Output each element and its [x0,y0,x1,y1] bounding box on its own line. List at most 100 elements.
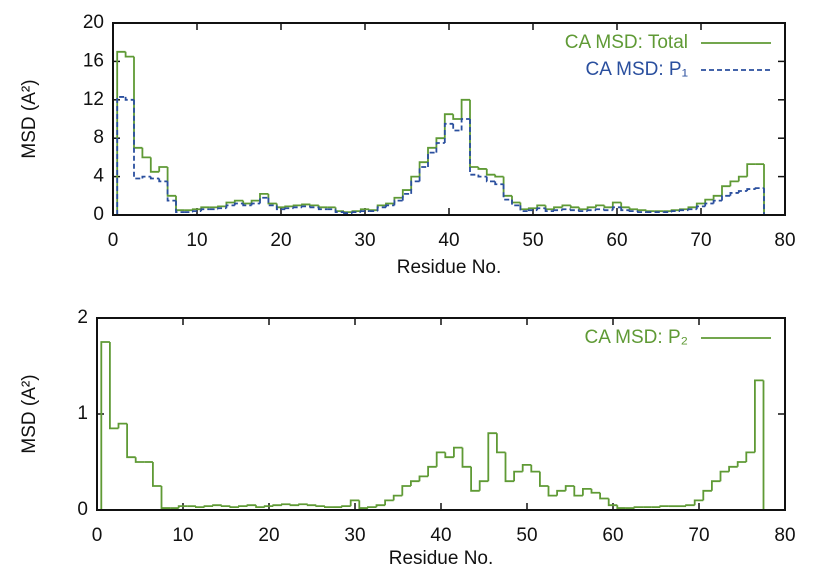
step [745,451,755,462]
step [301,203,311,206]
legend-label: CA MSD: Total [565,32,688,53]
step [427,151,437,167]
step [351,211,361,214]
step [460,118,470,131]
step [521,463,532,472]
plot-frame [96,317,786,511]
step [637,211,647,214]
step [289,504,300,507]
x-tick-label: 70 [688,525,709,546]
step [519,205,529,213]
step [166,181,176,202]
step [317,205,328,209]
x-tick-label: 50 [516,525,537,546]
step [599,492,609,500]
step [553,209,563,212]
y-tick-label: 12 [83,89,104,110]
x-tick-label: 0 [92,525,103,546]
step [200,208,210,212]
step [435,451,446,467]
step [317,207,328,211]
step [494,181,504,186]
step [645,210,655,213]
step [427,465,437,477]
step [160,486,171,509]
step [460,98,470,119]
y-axis-label: MSD (A²) [19,79,40,158]
step [418,166,428,182]
step [359,210,370,213]
step [721,185,731,196]
step [737,175,748,182]
step [478,480,489,491]
step [133,99,143,180]
step [469,99,479,168]
step [561,204,571,208]
step [444,452,454,459]
step [250,199,260,204]
step [746,163,756,177]
step [502,184,512,201]
step [263,505,274,508]
step [124,51,134,58]
step [401,189,412,198]
step [267,193,277,205]
step [284,205,294,208]
step [334,209,344,214]
step [544,208,554,213]
step [746,188,756,191]
x-tick-label: 10 [172,525,193,546]
x-tick-label: 20 [258,525,279,546]
step [659,505,669,508]
legend-label: CA MSD: P₁ [586,59,689,80]
step [124,96,134,101]
step [729,180,739,187]
x-axis-label: Residue No. [397,257,502,278]
step [309,206,319,209]
step [519,202,529,211]
step [149,157,160,173]
step [513,470,523,482]
step [259,196,269,204]
step [158,178,168,183]
step [225,204,235,209]
x-tick-label: 80 [774,230,795,251]
step [175,200,185,214]
step [250,202,260,206]
step [418,475,429,482]
step [242,203,252,207]
step [573,486,583,497]
step [100,341,110,510]
step [685,504,695,507]
step [435,142,445,153]
step [607,498,618,507]
y-tick-label: 0 [93,204,104,225]
step [485,168,496,176]
step [704,202,714,207]
step [401,485,411,496]
step [177,505,188,509]
step [158,166,168,172]
step [343,212,353,214]
x-tick-label: 0 [108,230,119,251]
step [452,114,462,120]
step [217,205,227,208]
step [409,480,420,486]
step [729,192,739,196]
x-tick-label: 30 [354,230,375,251]
x-axis-label: Residue No. [389,548,494,569]
y-tick-label: 8 [93,127,104,148]
step [117,422,128,429]
step [687,208,697,211]
step [611,201,622,208]
x-tick-label: 20 [270,230,291,251]
step [418,161,428,177]
step [280,503,291,506]
step [284,207,294,210]
step [341,505,351,508]
step [427,146,437,163]
step [375,504,386,508]
step [578,210,588,213]
step [595,208,605,211]
